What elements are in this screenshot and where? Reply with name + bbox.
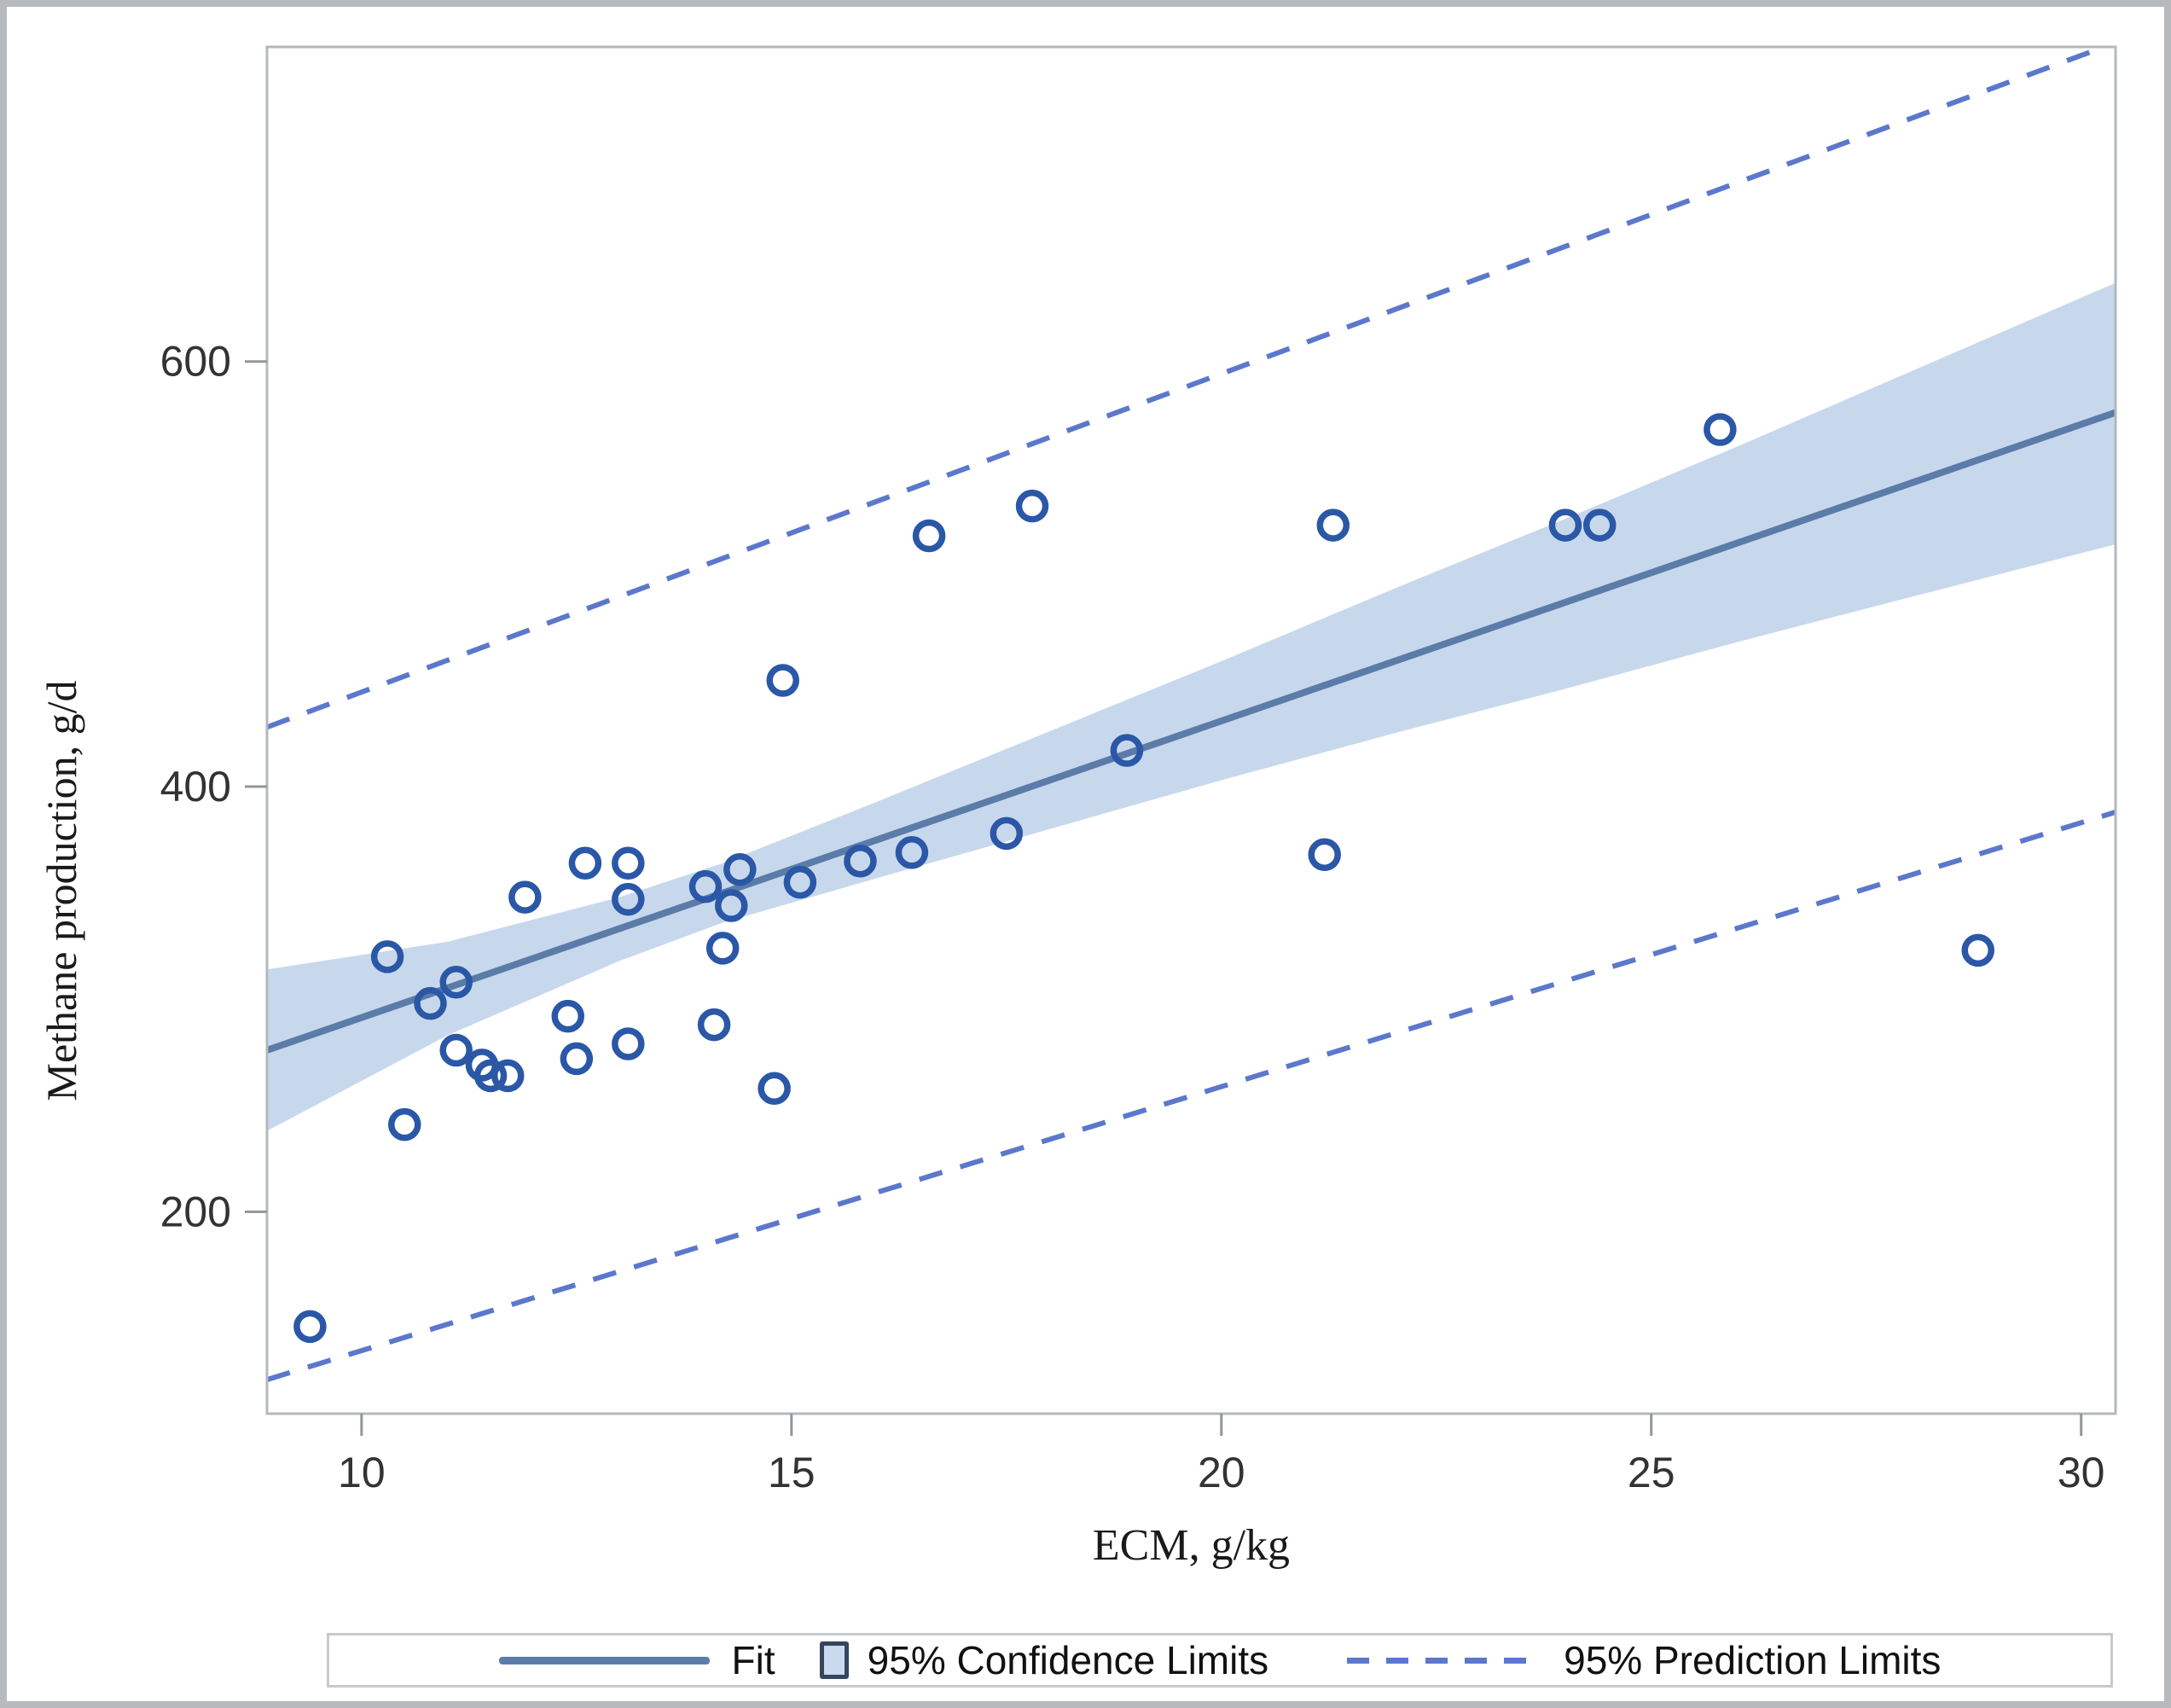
data-point — [612, 1027, 645, 1060]
data-point — [766, 664, 799, 697]
data-point — [844, 844, 877, 878]
data-point — [1704, 413, 1737, 446]
data-point — [758, 1072, 791, 1106]
y-tick-label: 200 — [160, 1188, 231, 1235]
legend-item-prediction: 95% Prediction Limits — [1347, 1637, 1941, 1683]
data-point — [688, 869, 723, 903]
data-point — [439, 965, 473, 999]
data-point — [414, 986, 447, 1020]
data-point — [568, 846, 602, 880]
data-point — [1316, 508, 1350, 542]
x-tick-label: 30 — [2058, 1449, 2105, 1496]
legend-item-fit: Fit — [498, 1637, 775, 1683]
lower-prediction-limit — [267, 810, 2116, 1383]
x-tick-label: 10 — [338, 1449, 386, 1496]
fit-line-swatch — [498, 1656, 710, 1664]
data-point — [508, 880, 542, 914]
x-tick-label: 20 — [1198, 1449, 1245, 1496]
data-point — [723, 852, 757, 886]
data-point — [1015, 489, 1049, 523]
data-point — [1110, 734, 1144, 767]
data-point — [715, 889, 748, 922]
legend-label: Fit — [731, 1638, 775, 1682]
data-point — [612, 882, 645, 916]
y-tick-label: 600 — [160, 338, 231, 386]
data-point — [551, 999, 585, 1033]
legend-label: 95% Prediction Limits — [1564, 1638, 1942, 1682]
x-axis-title: ECM, g/kg — [1092, 1521, 1291, 1570]
data-point — [990, 816, 1024, 851]
x-tick-label: 25 — [1628, 1449, 1675, 1496]
data-point — [370, 940, 404, 973]
data-point — [388, 1107, 421, 1142]
legend-label: 95% Confidence Limits — [867, 1638, 1269, 1682]
confidence-band-swatch — [819, 1641, 849, 1679]
data-point — [895, 836, 929, 869]
data-point — [560, 1042, 594, 1076]
data-point — [697, 1008, 731, 1042]
y-tick-label: 400 — [160, 763, 231, 810]
data-point — [491, 1059, 525, 1093]
data-point — [1583, 508, 1617, 542]
data-point — [705, 932, 740, 965]
confidence-band — [267, 282, 2116, 1131]
data-point — [439, 1033, 473, 1067]
data-point — [612, 846, 645, 880]
data-point — [473, 1059, 508, 1093]
y-axis-title: Methane production, g/d — [38, 680, 85, 1101]
plot-border — [265, 45, 2117, 1415]
data-point — [1308, 838, 1341, 871]
data-point — [293, 1310, 327, 1344]
x-tick-label: 15 — [768, 1449, 816, 1496]
prediction-limits-swatch — [1347, 1657, 1542, 1664]
data-point — [1961, 933, 1994, 967]
data-point — [912, 519, 946, 553]
data-point — [783, 865, 817, 899]
data-point — [1548, 508, 1582, 542]
plot-area — [267, 47, 2116, 1383]
legend-item-confidence: 95% Confidence Limits — [819, 1637, 1269, 1683]
fit-line — [267, 409, 2116, 1054]
upper-prediction-limit — [267, 47, 2112, 730]
legend: Fit 95% Confidence Limits 95% Prediction… — [327, 1633, 2113, 1688]
